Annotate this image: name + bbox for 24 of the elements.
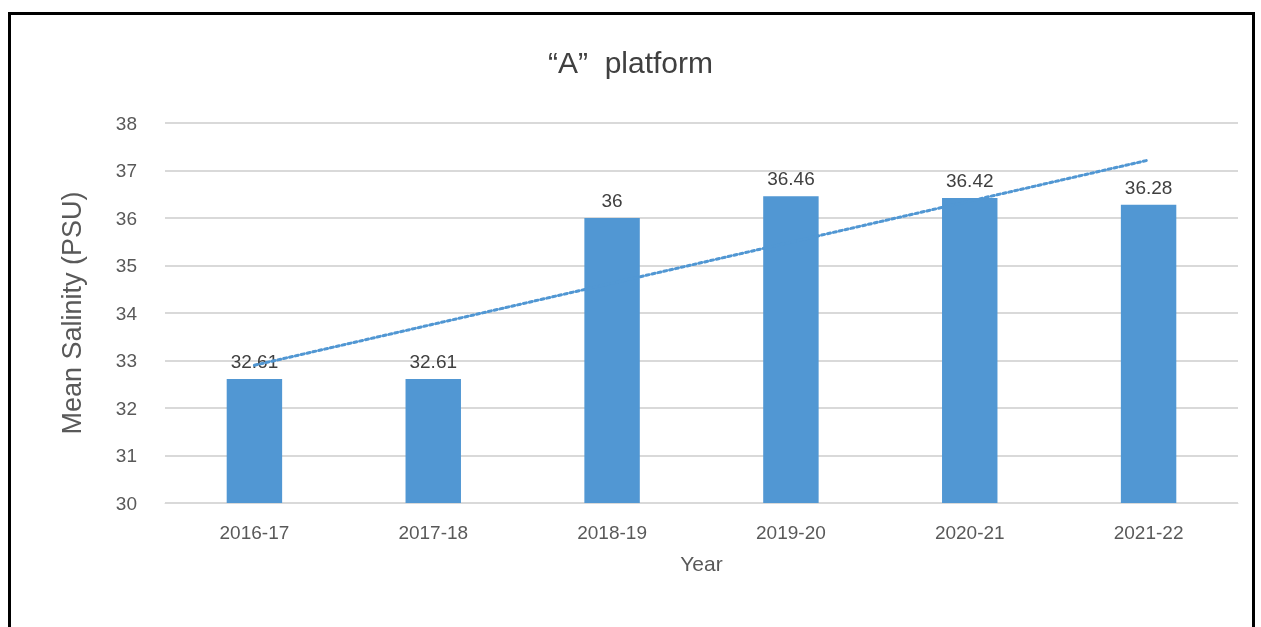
x-tick-label: 2020-21	[934, 522, 1005, 543]
x-tick-label: 2018-19	[577, 522, 647, 543]
y-tick-label: 37	[115, 160, 137, 181]
data-label: 36	[601, 190, 623, 211]
y-axis-title: Mean Salinity (PSU)	[56, 191, 87, 435]
chart-title: “A” platform	[547, 45, 714, 79]
data-label: 36.42	[945, 170, 994, 192]
x-tick-label: 2017-18	[398, 522, 469, 543]
y-tick-label: 32	[115, 397, 137, 419]
y-tick-label: 31	[115, 445, 137, 466]
y-tick-label: 33	[115, 350, 137, 371]
data-label: 36.28	[1124, 176, 1173, 198]
x-tick-label: 2019-20	[756, 522, 826, 543]
x-tick-label: 2021-22	[1113, 522, 1184, 543]
x-axis-title: Year	[680, 552, 723, 575]
y-tick-label: 35	[115, 255, 137, 276]
data-label: 32.61	[230, 351, 279, 373]
data-label: 36.46	[767, 168, 815, 190]
y-tick-label: 34	[115, 302, 138, 324]
y-tick-label: 36	[115, 207, 137, 229]
y-tick-label: 38	[115, 112, 137, 134]
x-tick-label: 2016-17	[219, 522, 290, 543]
data-label: 32.61	[409, 351, 458, 373]
y-tick-label: 30	[115, 492, 137, 514]
